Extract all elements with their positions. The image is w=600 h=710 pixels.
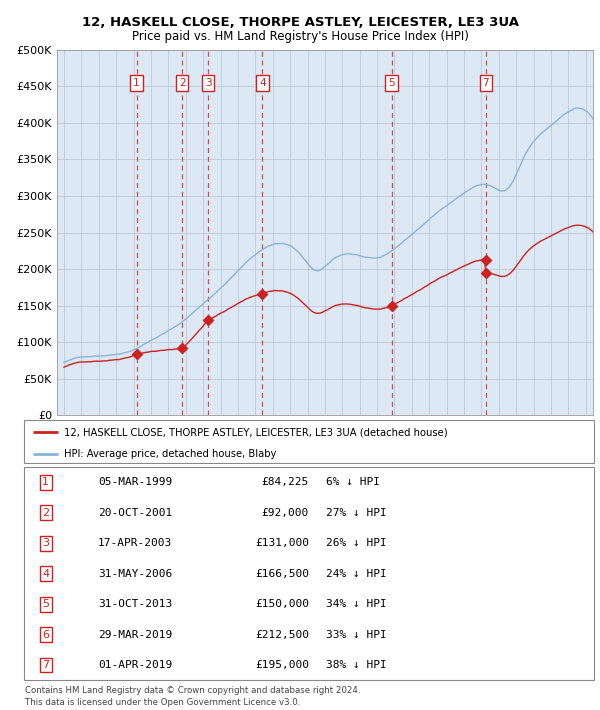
Text: £84,225: £84,225 <box>262 477 309 487</box>
Text: 7: 7 <box>42 660 49 670</box>
Text: 1: 1 <box>133 77 140 87</box>
Text: HPI: Average price, detached house, Blaby: HPI: Average price, detached house, Blab… <box>64 449 276 459</box>
Text: 26% ↓ HPI: 26% ↓ HPI <box>326 538 387 548</box>
Text: 5: 5 <box>388 77 395 87</box>
Text: 2: 2 <box>179 77 185 87</box>
Text: 05-MAR-1999: 05-MAR-1999 <box>98 477 172 487</box>
Text: 29-MAR-2019: 29-MAR-2019 <box>98 630 172 640</box>
Text: 4: 4 <box>42 569 49 579</box>
Text: £166,500: £166,500 <box>255 569 309 579</box>
Text: 4: 4 <box>259 77 266 87</box>
Text: 6% ↓ HPI: 6% ↓ HPI <box>326 477 380 487</box>
Text: 6: 6 <box>42 630 49 640</box>
Text: 3: 3 <box>42 538 49 548</box>
Text: 34% ↓ HPI: 34% ↓ HPI <box>326 599 387 609</box>
Text: 2: 2 <box>42 508 49 518</box>
Text: 7: 7 <box>482 77 489 87</box>
Text: 33% ↓ HPI: 33% ↓ HPI <box>326 630 387 640</box>
Text: 20-OCT-2001: 20-OCT-2001 <box>98 508 172 518</box>
Text: 12, HASKELL CLOSE, THORPE ASTLEY, LEICESTER, LE3 3UA: 12, HASKELL CLOSE, THORPE ASTLEY, LEICES… <box>82 16 518 29</box>
Text: Price paid vs. HM Land Registry's House Price Index (HPI): Price paid vs. HM Land Registry's House … <box>131 30 469 43</box>
Text: £131,000: £131,000 <box>255 538 309 548</box>
Text: 31-OCT-2013: 31-OCT-2013 <box>98 599 172 609</box>
FancyBboxPatch shape <box>24 467 594 680</box>
Text: £150,000: £150,000 <box>255 599 309 609</box>
Text: Contains HM Land Registry data © Crown copyright and database right 2024.: Contains HM Land Registry data © Crown c… <box>25 686 361 694</box>
Text: 12, HASKELL CLOSE, THORPE ASTLEY, LEICESTER, LE3 3UA (detached house): 12, HASKELL CLOSE, THORPE ASTLEY, LEICES… <box>64 427 448 437</box>
Text: £212,500: £212,500 <box>255 630 309 640</box>
Text: 17-APR-2003: 17-APR-2003 <box>98 538 172 548</box>
Text: This data is licensed under the Open Government Licence v3.0.: This data is licensed under the Open Gov… <box>25 699 301 707</box>
Text: £92,000: £92,000 <box>262 508 309 518</box>
Text: 38% ↓ HPI: 38% ↓ HPI <box>326 660 387 670</box>
Text: 1: 1 <box>42 477 49 487</box>
Text: 3: 3 <box>205 77 211 87</box>
Text: 27% ↓ HPI: 27% ↓ HPI <box>326 508 387 518</box>
Text: £195,000: £195,000 <box>255 660 309 670</box>
Text: 31-MAY-2006: 31-MAY-2006 <box>98 569 172 579</box>
Text: 01-APR-2019: 01-APR-2019 <box>98 660 172 670</box>
Text: 5: 5 <box>42 599 49 609</box>
Text: 24% ↓ HPI: 24% ↓ HPI <box>326 569 387 579</box>
FancyBboxPatch shape <box>24 420 594 463</box>
